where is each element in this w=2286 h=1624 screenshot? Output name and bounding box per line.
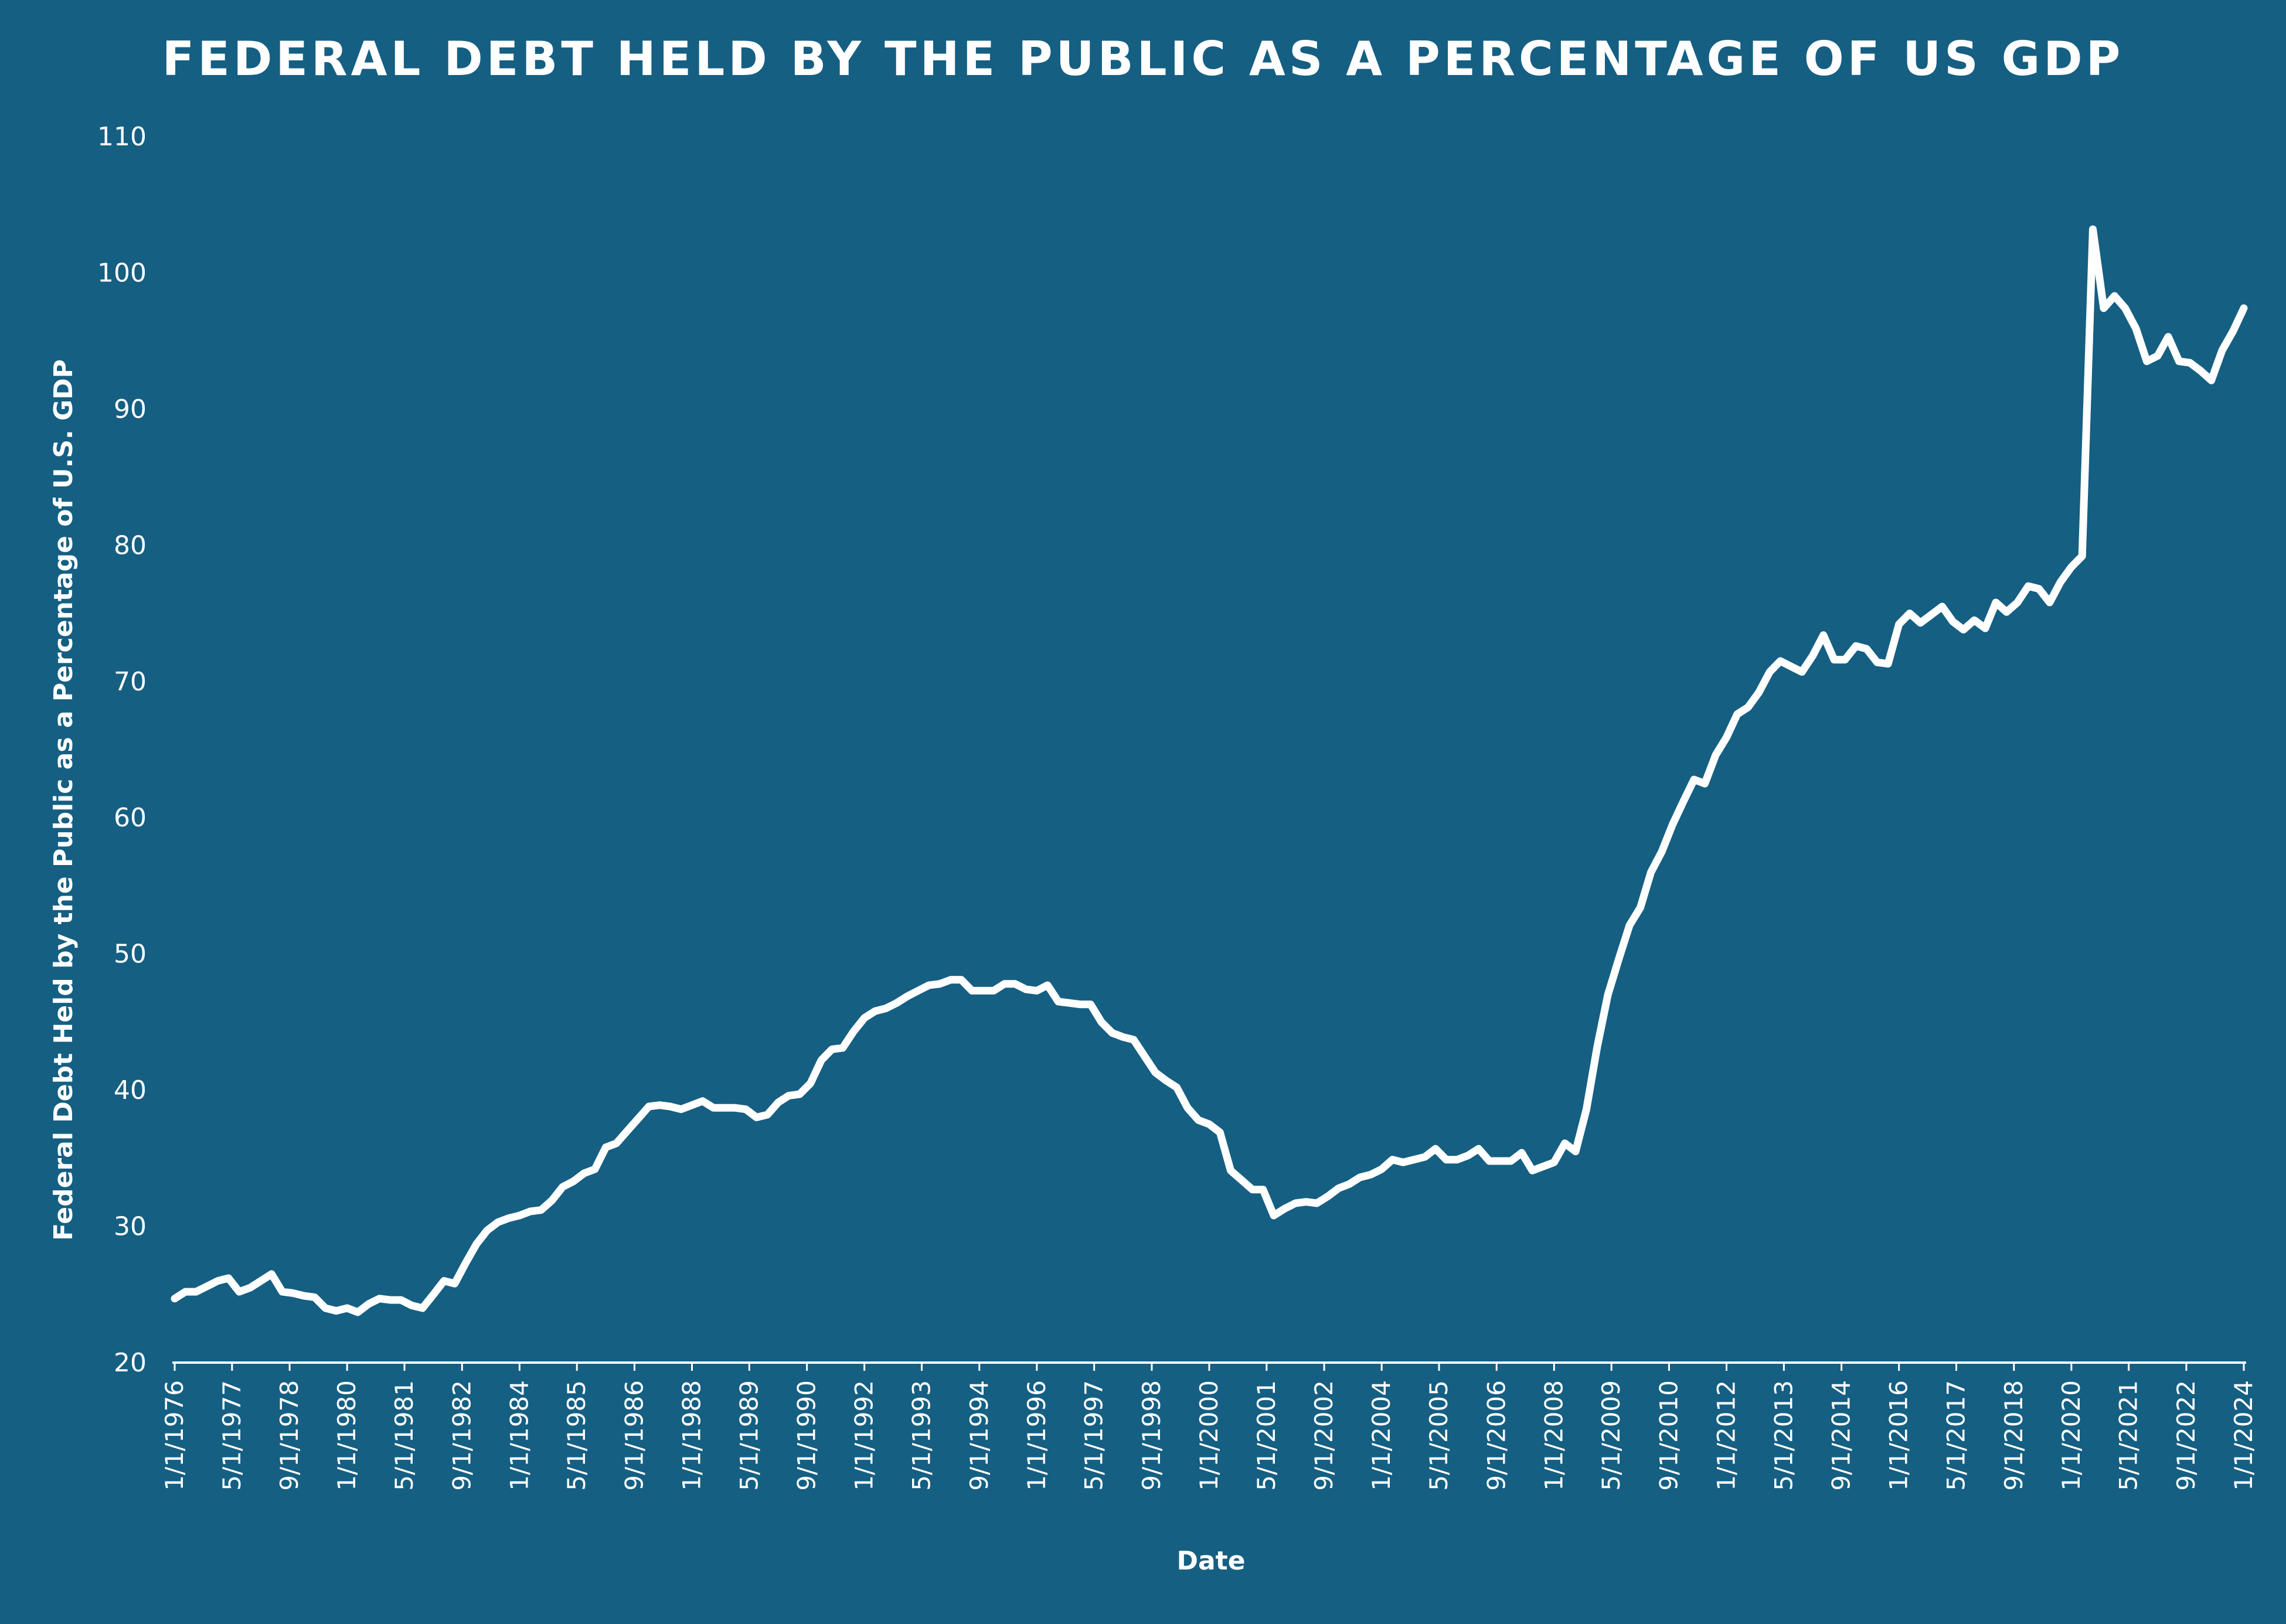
x-tick-label: 5/1/1981 (390, 1380, 419, 1491)
chart-title: FEDERAL DEBT HELD BY THE PUBLIC AS A PER… (162, 32, 2124, 86)
y-tick-label: 70 (114, 667, 147, 697)
y-tick-label: 50 (114, 939, 147, 969)
x-tick-label: 1/1/2004 (1367, 1380, 1396, 1491)
drop-lines (174, 229, 2245, 1363)
x-tick-label: 5/1/2009 (1597, 1380, 1625, 1491)
x-tick-label: 5/1/1977 (217, 1380, 246, 1491)
y-axis-label: Federal Debt Held by the Public as a Per… (49, 359, 79, 1241)
x-tick-label: 5/1/2001 (1252, 1380, 1281, 1491)
x-tick-label: 9/1/1978 (275, 1380, 304, 1491)
y-tick-label: 20 (114, 1348, 147, 1378)
x-tick-label: 5/1/1989 (734, 1380, 763, 1491)
x-tick-label: 1/1/1992 (850, 1380, 879, 1491)
x-tick-label: 1/1/2020 (2057, 1380, 2086, 1491)
x-tick-label: 9/1/2022 (2172, 1380, 2200, 1491)
series-line (171, 225, 2248, 1316)
x-tick-label: 1/1/1980 (332, 1380, 361, 1491)
x-tick-label: 9/1/2018 (1999, 1380, 2028, 1491)
x-tick-label: 5/1/2005 (1424, 1380, 1453, 1491)
x-tick-label: 5/1/1993 (907, 1380, 936, 1491)
x-tick-label: 9/1/1990 (792, 1380, 821, 1491)
y-tick-label: 80 (114, 530, 147, 560)
x-tick-label: 9/1/2002 (1309, 1380, 1338, 1491)
x-tick-label: 1/1/1984 (505, 1380, 533, 1491)
x-tick-label: 9/1/2010 (1654, 1380, 1683, 1491)
x-tick-label: 9/1/2014 (1827, 1380, 1856, 1491)
y-tick-label: 90 (114, 394, 147, 424)
x-tick-label: 1/1/2000 (1195, 1380, 1223, 1491)
x-tick-label: 5/1/2013 (1769, 1380, 1798, 1491)
y-tick-label: 110 (97, 122, 147, 152)
y-ticks: 20 30 40 50 60 70 80 90 100 110 (97, 122, 147, 1378)
x-tick-label: 9/1/1998 (1137, 1380, 1166, 1491)
x-tick-label: 5/1/2017 (1942, 1380, 1971, 1491)
y-tick-label: 30 (114, 1212, 147, 1242)
x-tick-label: 1/1/2008 (1539, 1380, 1568, 1491)
x-tick-label: 1/1/2024 (2229, 1380, 2258, 1491)
x-axis-label: Date (1176, 1546, 1245, 1576)
x-tick-label: 5/1/1985 (562, 1380, 591, 1491)
y-tick-label: 40 (114, 1075, 147, 1105)
x-tick-label: 5/1/2021 (2114, 1380, 2143, 1491)
x-tick-label: 1/1/1996 (1022, 1380, 1051, 1491)
x-tick-label: 9/1/1986 (620, 1380, 648, 1491)
x-tick-label: 5/1/1997 (1080, 1380, 1108, 1491)
y-tick-label: 60 (114, 803, 147, 833)
x-tick-label: 9/1/2006 (1482, 1380, 1511, 1491)
x-tick-label: 1/1/2016 (1884, 1380, 1913, 1491)
y-tick-label: 100 (97, 258, 147, 288)
x-tick-label: 1/1/2012 (1712, 1380, 1741, 1491)
x-tick-label: 9/1/1982 (447, 1380, 476, 1491)
x-ticks: 1/1/1976 5/1/1977 9/1/1978 1/1/1980 5/1/1981… (160, 1363, 2258, 1491)
x-tick-label: 1/1/1976 (160, 1380, 189, 1491)
x-tick-label: 9/1/1994 (965, 1380, 994, 1491)
x-tick-label: 1/1/1988 (678, 1380, 706, 1491)
